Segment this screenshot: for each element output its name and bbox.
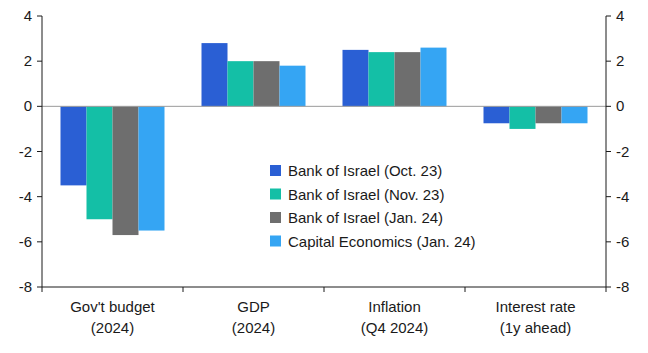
y-tick-label: -6 xyxy=(19,233,32,250)
y2-tick xyxy=(606,61,611,62)
y-tick-label: 2 xyxy=(24,52,32,69)
y-tick-label: -4 xyxy=(19,188,32,205)
bar xyxy=(228,61,254,106)
legend-swatch xyxy=(270,212,281,223)
legend-label: Bank of Israel (Jan. 24) xyxy=(288,209,443,226)
x-tick-label-line: Inflation xyxy=(368,298,421,315)
y2-tick xyxy=(606,16,611,17)
bar xyxy=(421,48,447,107)
x-tick-label: Inflation (Q4 2024) xyxy=(361,298,429,336)
zero-line xyxy=(42,106,606,107)
y-tick xyxy=(37,106,42,107)
x-tick xyxy=(465,287,466,292)
bars xyxy=(61,43,588,235)
x-tick-label-line: (1y ahead) xyxy=(500,319,572,336)
y-tick xyxy=(37,16,42,17)
y-tick xyxy=(37,61,42,62)
y-tick xyxy=(37,196,42,197)
y-tick-label: -8 xyxy=(19,278,32,295)
bar xyxy=(202,43,228,106)
x-tick-label-line: GDP xyxy=(237,298,270,315)
legend-swatch xyxy=(270,189,281,200)
x-tick-label-line: (2024) xyxy=(91,319,134,336)
x-tick-label-line: Gov't budget xyxy=(70,298,155,315)
legend-label: Bank of Israel (Oct. 23) xyxy=(288,162,442,179)
y-tick xyxy=(37,241,42,242)
bar xyxy=(536,106,562,123)
bar xyxy=(484,106,510,123)
y2-tick xyxy=(606,287,611,288)
bar xyxy=(369,52,395,106)
chart-container: -8 -6 -4 -2 0 2 4 -8 -6 -4 -2 0 2 4 Gov't budget (2024)… xyxy=(0,0,648,353)
y-tick-label: 0 xyxy=(24,97,32,114)
y-tick-label: 4 xyxy=(24,7,32,24)
y-tick-label: -2 xyxy=(19,143,32,160)
bar xyxy=(113,106,139,235)
y2-tick-label: -6 xyxy=(616,233,629,250)
x-tick-label-line: Interest rate xyxy=(495,298,575,315)
y2-tick-label: -2 xyxy=(616,143,629,160)
bar xyxy=(254,61,280,106)
x-tick xyxy=(324,287,325,292)
legend-swatch xyxy=(270,236,281,247)
legend: Bank of Israel (Oct. 23) Bank of Israel (… xyxy=(270,162,476,250)
y2-tick xyxy=(606,151,611,152)
legend-label: Capital Economics (Jan. 24) xyxy=(288,233,476,250)
y2-tick xyxy=(606,241,611,242)
x-tick-label: Gov't budget (2024) xyxy=(70,298,155,336)
legend-swatch xyxy=(270,165,281,176)
bar xyxy=(395,52,421,106)
bar xyxy=(280,66,306,107)
x-tick xyxy=(42,287,43,292)
bar xyxy=(61,106,87,185)
bar xyxy=(343,50,369,106)
x-tick xyxy=(183,287,184,292)
y2-tick xyxy=(606,196,611,197)
bar xyxy=(510,106,536,129)
legend-label: Bank of Israel (Nov. 23) xyxy=(288,186,444,203)
x-tick-label: GDP (2024) xyxy=(232,298,275,336)
y-tick xyxy=(37,287,42,288)
y2-tick-label: 0 xyxy=(616,97,624,114)
bar xyxy=(87,106,113,219)
x-tick-label-line: (2024) xyxy=(232,319,275,336)
bar xyxy=(562,106,588,123)
x-tick-label-line: (Q4 2024) xyxy=(361,319,429,336)
x-tick xyxy=(606,287,607,292)
y2-tick-label: -8 xyxy=(616,278,629,295)
y2-tick-label: 4 xyxy=(616,7,624,24)
y2-tick-label: 2 xyxy=(616,52,624,69)
y2-tick xyxy=(606,106,611,107)
x-tick-label: Interest rate (1y ahead) xyxy=(495,298,575,336)
chart-svg: -8 -6 -4 -2 0 2 4 -8 -6 -4 -2 0 2 4 Gov't budget (2024)… xyxy=(0,0,648,353)
y2-tick-label: -4 xyxy=(616,188,629,205)
bar xyxy=(139,106,165,230)
y-tick xyxy=(37,151,42,152)
